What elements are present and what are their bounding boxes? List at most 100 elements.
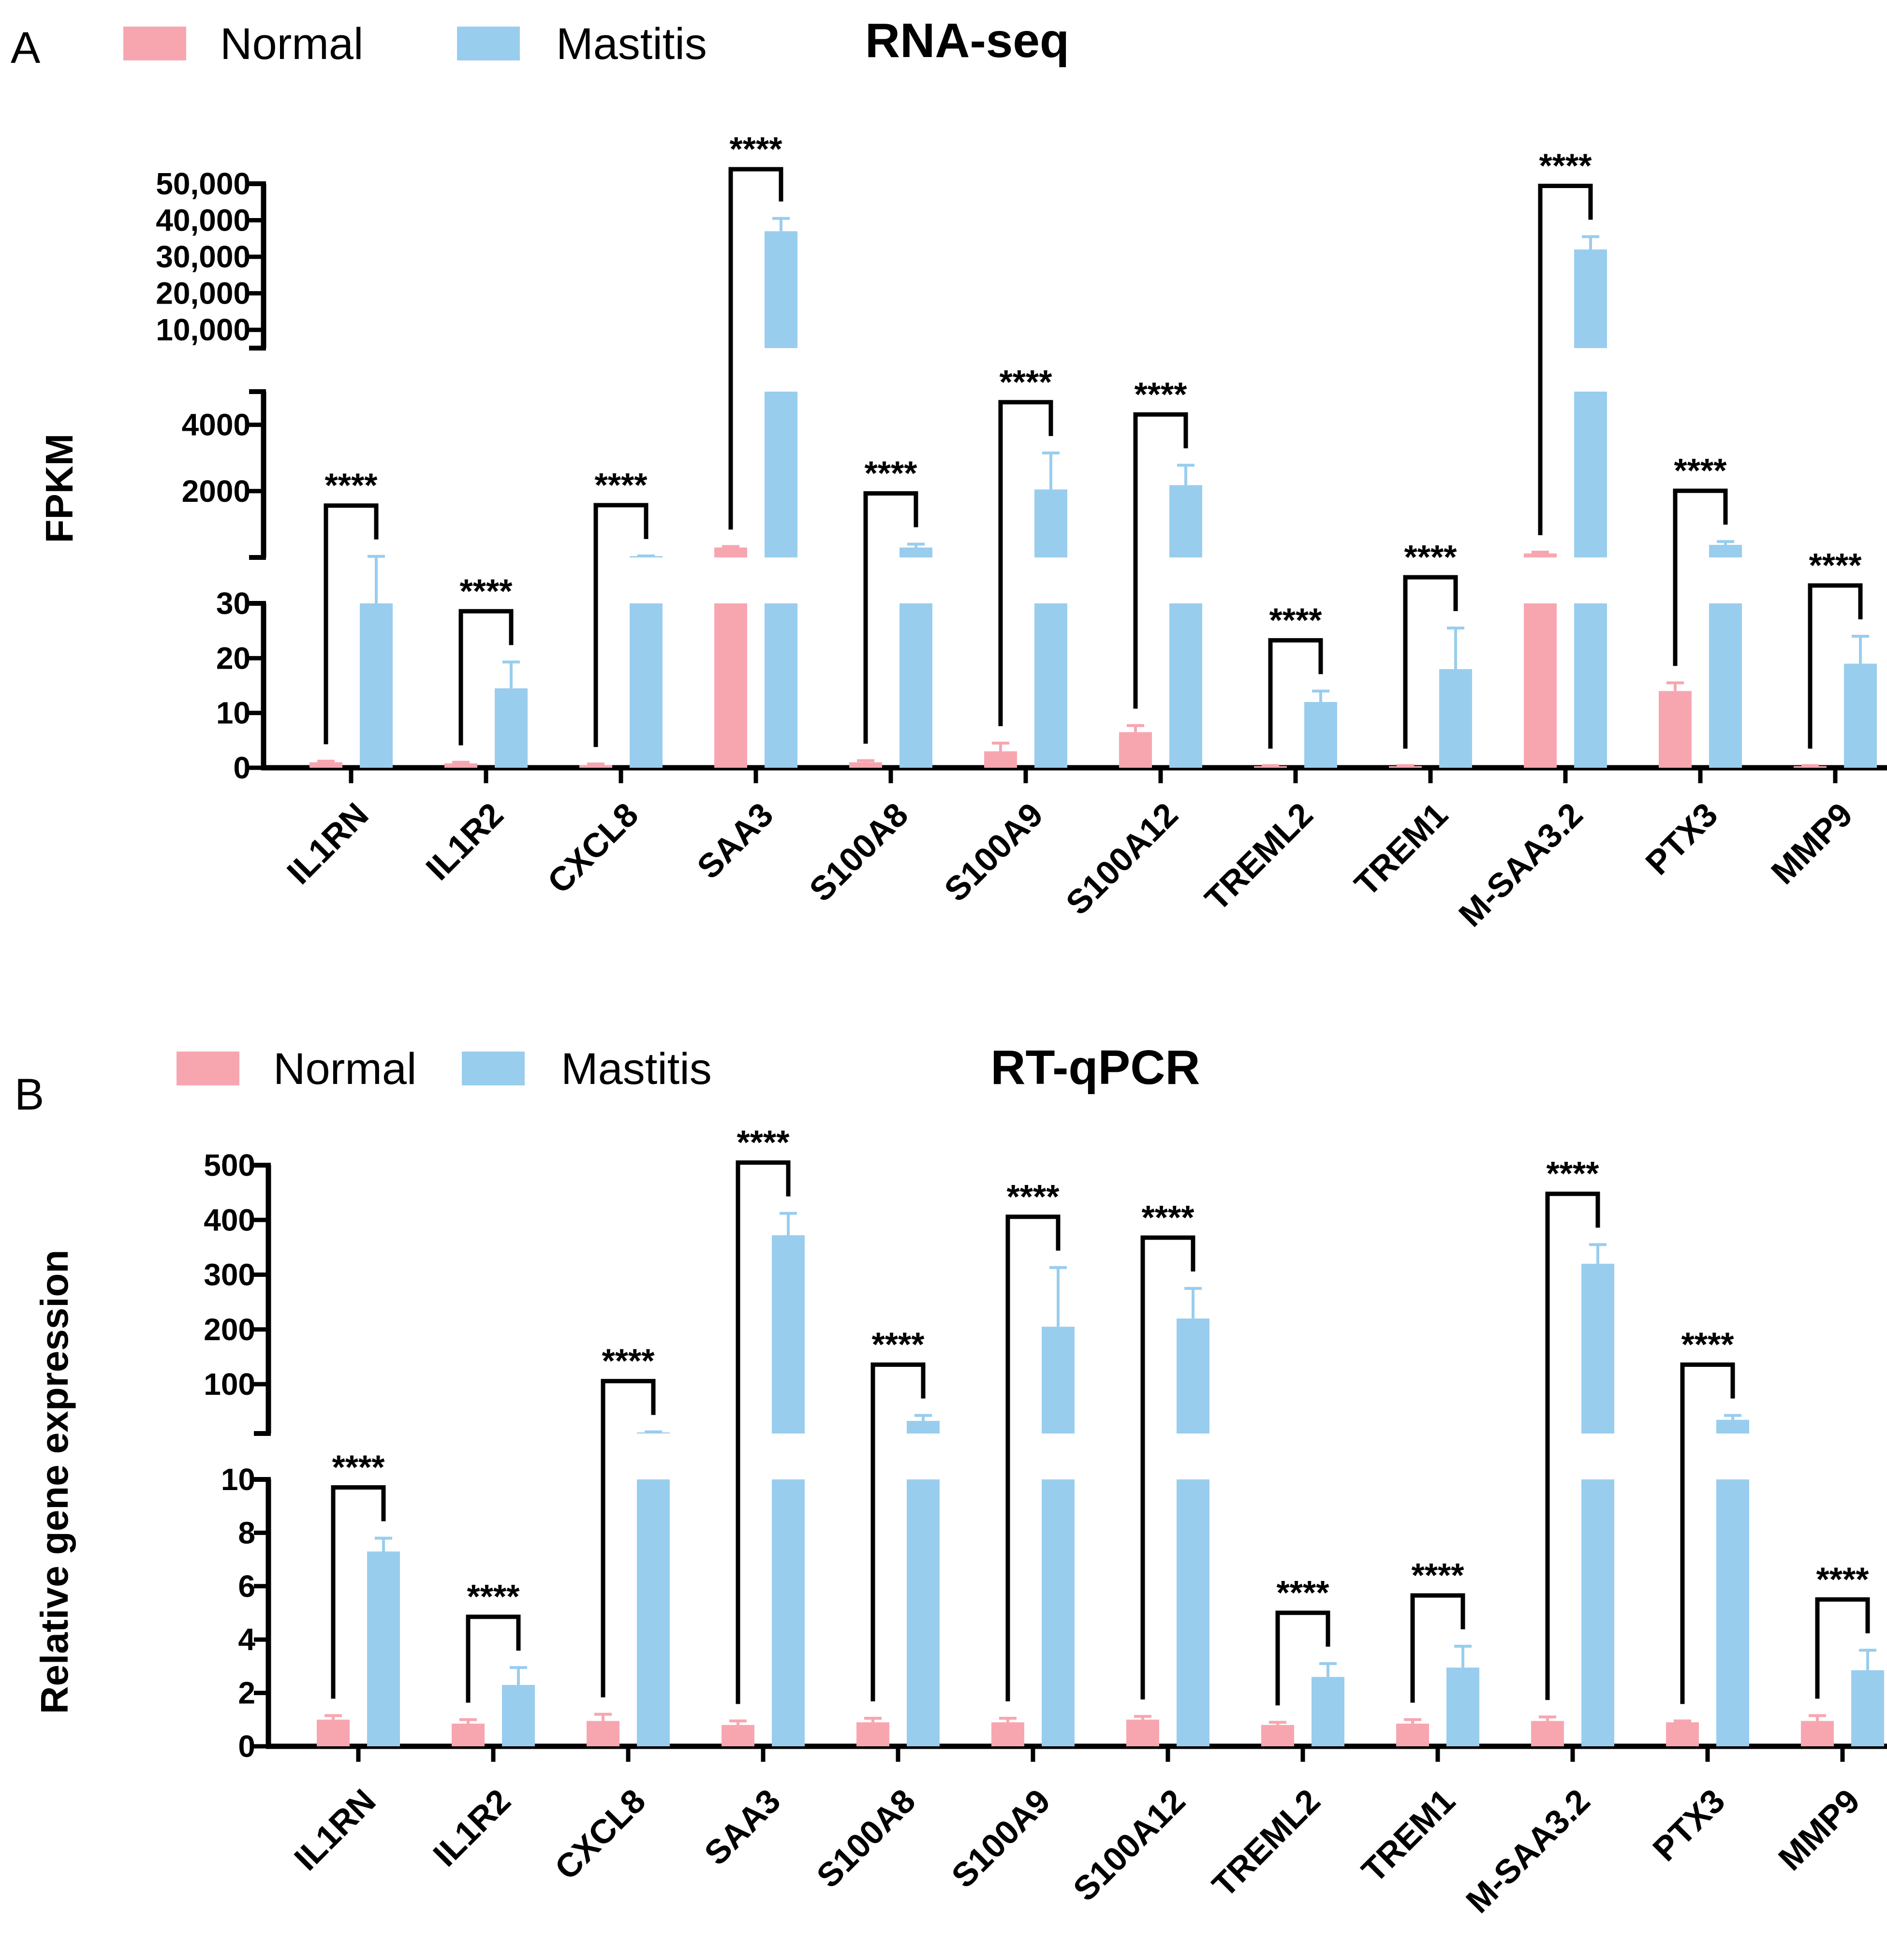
- panel-b-y-tick-label: 500: [204, 1148, 255, 1183]
- panel-a-significance-bracket: [863, 491, 918, 744]
- panel-b-y-tick-label: 200: [204, 1312, 255, 1347]
- panel-a-bar-mastitis: [630, 603, 663, 768]
- panel-a-category-label: TREML2: [1197, 795, 1320, 918]
- panel-b-bar-mastitis: [1446, 1667, 1479, 1746]
- panel-a-bar-normal: [444, 763, 477, 768]
- panel-a-y-tick-label: 10: [216, 696, 251, 731]
- panel-b-bar-mastitis: [772, 1235, 805, 1433]
- panel-b-legend-normal-label: Normal: [273, 1044, 416, 1094]
- panel-b-bar-mastitis: [1716, 1479, 1749, 1746]
- panel-b-title: RT-qPCR: [990, 1040, 1200, 1095]
- panel-b-y-tick-label: 100: [204, 1367, 255, 1402]
- panel-a-significance-bracket: [998, 400, 1053, 726]
- panel-a-bar-mastitis: [1439, 669, 1472, 768]
- panel-b-significance-bracket: [1410, 1593, 1465, 1703]
- panel-a-bar-mastitis: [1574, 392, 1607, 557]
- panel-b-significance-bracket: [1815, 1597, 1870, 1699]
- panel-b-category-label: CXCL8: [547, 1782, 652, 1887]
- panel-b-category-label: S100A9: [944, 1782, 1058, 1895]
- panel-b-significance-label: ****: [1007, 1178, 1060, 1215]
- panel-a-significance-bracket: [1808, 583, 1863, 749]
- panel-a-category-label: TREM1: [1347, 795, 1455, 903]
- panel-b-significance-bracket: [1680, 1362, 1735, 1704]
- panel-b-significance-bracket: [331, 1485, 386, 1699]
- panel-b-significance-label: ****: [872, 1326, 925, 1363]
- panel-b-bar-normal: [587, 1721, 619, 1746]
- panel-a-category-label: PTX3: [1638, 795, 1725, 882]
- panel-a-bar-mastitis: [1034, 489, 1067, 557]
- panel-a-significance-label: ****: [865, 454, 918, 492]
- panel-b-significance-bracket: [466, 1614, 521, 1703]
- panel-b-category-label: MMP9: [1771, 1782, 1867, 1877]
- panel-b-significance-label: ****: [1412, 1556, 1465, 1594]
- panel-b-significance-label: ****: [1277, 1574, 1330, 1611]
- panel-a-bar-normal: [1119, 732, 1152, 768]
- panel-b-bar-mastitis: [1042, 1479, 1075, 1746]
- panel-b-significance-label: ****: [602, 1342, 655, 1380]
- panel-a-significance-label: ****: [1404, 538, 1458, 576]
- panel-a-bar-mastitis: [1034, 603, 1067, 768]
- panel-b-category-label: TREML2: [1205, 1782, 1327, 1904]
- panel-a-ylabel: FPKM: [38, 434, 81, 543]
- panel-a-significance-bracket: [1403, 575, 1458, 749]
- panel-b-bar-normal: [452, 1724, 485, 1746]
- panel-b-bar-mastitis: [637, 1479, 670, 1746]
- panel-a-significance-bracket: [1133, 412, 1188, 709]
- panel-a-significance-bracket: [728, 167, 783, 530]
- panel-b-bar-mastitis: [502, 1685, 535, 1746]
- panel-b-bar-normal: [722, 1725, 754, 1746]
- panel-a-plot: 0 10 20 30 2000 4000 10,00020,00030,00040,0005…: [156, 130, 1887, 934]
- panel-b-significance-bracket: [1545, 1191, 1600, 1700]
- panel-b-legend-mastitis-label: Mastitis: [561, 1044, 712, 1094]
- panel-a-bar-mastitis: [1709, 544, 1742, 557]
- panel-a-title: RNA-seq: [865, 14, 1069, 68]
- panel-b-category-label: TREM1: [1355, 1782, 1462, 1889]
- panel-b-bar-mastitis: [1312, 1677, 1344, 1746]
- panel-a-bar-mastitis: [899, 547, 932, 557]
- panel-b-significance-bracket: [1005, 1214, 1061, 1702]
- panel-b-bar-normal: [1396, 1724, 1429, 1746]
- panel-a-y-tick-label: 30,000: [156, 239, 251, 274]
- panel-b-bar-normal: [991, 1722, 1024, 1746]
- panel-b-significance-label: ****: [1816, 1560, 1870, 1598]
- panel-b-y-tick-label: 4: [238, 1622, 255, 1657]
- panel-a-bar-normal: [310, 762, 342, 768]
- panel-a-category-label: CXCL8: [540, 795, 645, 900]
- panel-a-y-tick-label: 50,000: [156, 166, 251, 201]
- panel-a-significance-label: ****: [730, 130, 783, 168]
- panel-a-legend-mastitis-label: Mastitis: [556, 19, 707, 69]
- panel-a-legend-normal-label: Normal: [220, 19, 363, 69]
- panel-b-bar-mastitis: [772, 1479, 805, 1746]
- panel-b-significance-label: ****: [332, 1448, 385, 1486]
- panel-a-bar-normal: [1524, 553, 1557, 557]
- panel-a-y-tick-label: 30: [216, 586, 251, 621]
- panel-b-category-label: IL1R2: [426, 1782, 518, 1873]
- panel-b-bar-mastitis: [1177, 1479, 1209, 1746]
- panel-a-bar-mastitis: [1709, 603, 1742, 768]
- panel-a-bar-mastitis: [765, 231, 797, 348]
- panel-b-category-label: IL1RN: [287, 1782, 383, 1877]
- panel-b-bar-mastitis: [1581, 1479, 1614, 1746]
- panel-a-category-label: SAA3: [690, 795, 780, 886]
- panel-a-significance-bracket: [1673, 488, 1728, 666]
- panel-a-bar-mastitis: [765, 603, 797, 768]
- panel-b-bar-normal: [856, 1722, 889, 1746]
- panel-a-significance-label: ****: [595, 466, 648, 504]
- panel-a-bar-mastitis: [1169, 485, 1202, 557]
- panel-b-significance-bracket: [1275, 1610, 1330, 1706]
- panel-b-y-tick-label: 6: [238, 1569, 255, 1604]
- panel-b-significance-label: ****: [737, 1124, 790, 1161]
- panel-a-significance-bracket: [324, 503, 379, 745]
- panel-a-bar-mastitis: [899, 603, 932, 768]
- panel-b-category-label: S100A12: [1066, 1782, 1193, 1908]
- panel-b-significance-bracket: [870, 1362, 926, 1702]
- panel-b-significance-label: ****: [467, 1578, 520, 1615]
- panel-a-bar-normal: [579, 765, 612, 768]
- panel-a-bar-normal: [714, 603, 747, 768]
- panel-b-bar-mastitis: [367, 1551, 400, 1746]
- panel-a-legend-mastitis-swatch: [457, 27, 520, 60]
- panel-a-category-label: S100A12: [1059, 795, 1185, 922]
- panel-a-significance-bracket: [458, 609, 514, 746]
- panel-a-significance-label: ****: [1809, 546, 1862, 584]
- panel-a-significance-bracket: [1268, 638, 1323, 749]
